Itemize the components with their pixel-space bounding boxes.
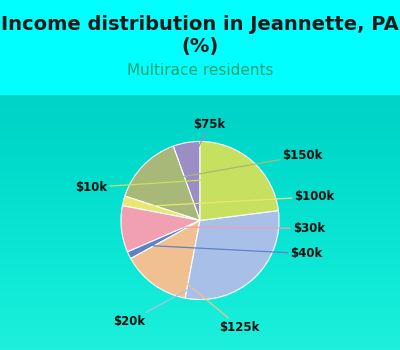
Text: $40k: $40k	[153, 246, 323, 260]
Wedge shape	[185, 211, 279, 300]
Text: Income distribution in Jeannette, PA
(%): Income distribution in Jeannette, PA (%)	[1, 15, 399, 56]
Wedge shape	[128, 220, 200, 259]
Text: $100k: $100k	[149, 190, 335, 206]
Text: $75k: $75k	[192, 118, 226, 161]
Text: $150k: $150k	[163, 149, 323, 180]
Text: $10k: $10k	[75, 178, 234, 194]
Wedge shape	[131, 220, 200, 298]
Text: $125k: $125k	[170, 269, 260, 334]
Wedge shape	[122, 196, 200, 220]
Text: $30k: $30k	[148, 222, 325, 235]
Wedge shape	[125, 146, 200, 220]
Text: $20k: $20k	[113, 264, 235, 328]
Text: Multirace residents: Multirace residents	[127, 63, 273, 78]
Wedge shape	[200, 141, 278, 220]
Wedge shape	[121, 206, 200, 252]
Wedge shape	[173, 141, 200, 220]
